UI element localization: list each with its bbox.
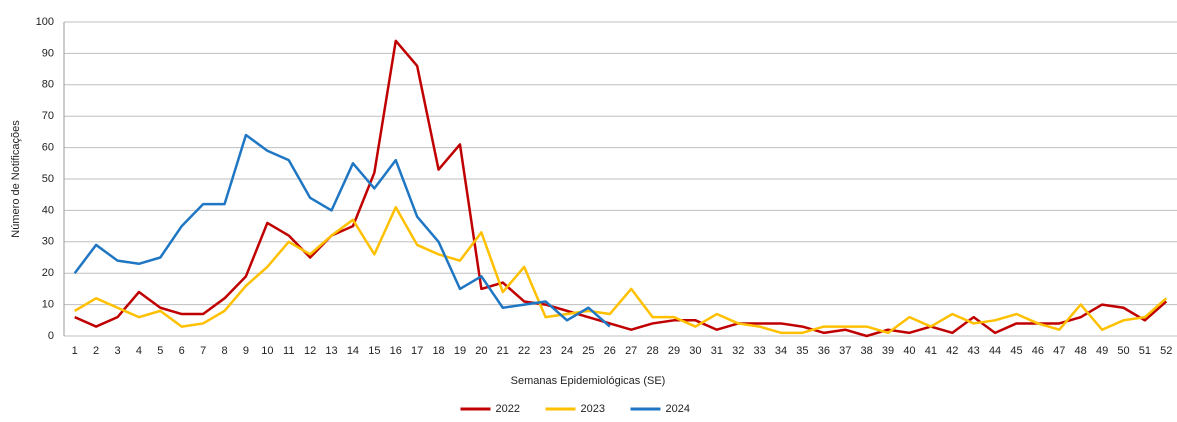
x-tick-label: 23 xyxy=(539,345,551,357)
x-tick-label: 27 xyxy=(625,345,637,357)
x-tick-label: 18 xyxy=(432,345,444,357)
x-tick-label: 16 xyxy=(390,345,402,357)
x-tick-label: 46 xyxy=(1032,345,1044,357)
x-tick-label: 48 xyxy=(1075,345,1087,357)
y-tick-label: 0 xyxy=(48,330,54,342)
y-tick-label: 10 xyxy=(42,299,54,311)
x-tick-label: 45 xyxy=(1010,345,1022,357)
x-tick-label: 37 xyxy=(839,345,851,357)
series-line xyxy=(74,39,1168,338)
y-tick-label: 60 xyxy=(42,142,54,154)
x-tick-label: 20 xyxy=(475,345,487,357)
x-tick-label: 4 xyxy=(136,345,142,357)
x-tick-label: 11 xyxy=(283,345,294,357)
series-line xyxy=(74,206,1168,335)
legend-label: 2024 xyxy=(666,403,690,415)
y-tick-label: 80 xyxy=(42,79,54,91)
x-tick-label: 36 xyxy=(818,345,830,357)
legend-label: 2023 xyxy=(581,403,605,415)
x-tick-label: 21 xyxy=(497,345,509,357)
y-tick-label: 30 xyxy=(42,236,54,248)
x-tick-label: 10 xyxy=(261,345,273,357)
x-tick-label: 35 xyxy=(796,345,808,357)
x-tick-label: 34 xyxy=(775,345,787,357)
x-tick-label: 52 xyxy=(1160,345,1172,357)
x-tick-label: 12 xyxy=(304,345,316,357)
x-tick-label: 19 xyxy=(454,345,466,357)
legend-label: 2022 xyxy=(496,403,520,415)
x-tick-label: 31 xyxy=(711,345,723,357)
x-tick-label: 1 xyxy=(72,345,78,357)
x-tick-label: 41 xyxy=(925,345,937,357)
x-tick-label: 25 xyxy=(582,345,594,357)
x-tick-label: 33 xyxy=(754,345,766,357)
x-tick-label: 26 xyxy=(604,345,616,357)
y-tick-label: 100 xyxy=(36,16,54,28)
x-tick-label: 14 xyxy=(347,345,359,357)
x-tick-label: 7 xyxy=(200,345,206,357)
x-tick-label: 51 xyxy=(1139,345,1151,357)
x-tick-label: 30 xyxy=(689,345,701,357)
x-tick-label: 8 xyxy=(221,345,227,357)
y-tick-label: 90 xyxy=(42,47,54,59)
x-tick-label: 32 xyxy=(732,345,744,357)
series-line xyxy=(73,133,611,328)
x-tick-label: 17 xyxy=(411,345,423,357)
x-axis-title: Semanas Epidemiológicas (SE) xyxy=(511,375,666,387)
x-tick-label: 5 xyxy=(157,345,163,357)
x-tick-label: 47 xyxy=(1053,345,1065,357)
x-tick-label: 13 xyxy=(325,345,337,357)
x-tick-label: 24 xyxy=(561,345,573,357)
x-tick-label: 49 xyxy=(1096,345,1108,357)
x-tick-label: 42 xyxy=(946,345,958,357)
x-tick-label: 3 xyxy=(114,345,120,357)
x-tick-label: 29 xyxy=(668,345,680,357)
x-tick-label: 15 xyxy=(368,345,380,357)
x-tick-label: 22 xyxy=(518,345,530,357)
y-tick-label: 70 xyxy=(42,110,54,122)
x-tick-label: 43 xyxy=(968,345,980,357)
x-tick-label: 40 xyxy=(903,345,915,357)
x-tick-label: 50 xyxy=(1117,345,1129,357)
y-tick-label: 20 xyxy=(42,267,54,279)
x-tick-label: 39 xyxy=(882,345,894,357)
x-tick-label: 38 xyxy=(861,345,873,357)
x-tick-label: 6 xyxy=(179,345,185,357)
y-tick-label: 50 xyxy=(42,173,54,185)
x-tick-label: 9 xyxy=(243,345,249,357)
y-tick-label: 40 xyxy=(42,204,54,216)
y-axis-title: Número de Notificações xyxy=(10,120,22,238)
x-tick-label: 2 xyxy=(93,345,99,357)
x-tick-label: 44 xyxy=(989,345,1001,357)
x-tick-label: 28 xyxy=(646,345,658,357)
